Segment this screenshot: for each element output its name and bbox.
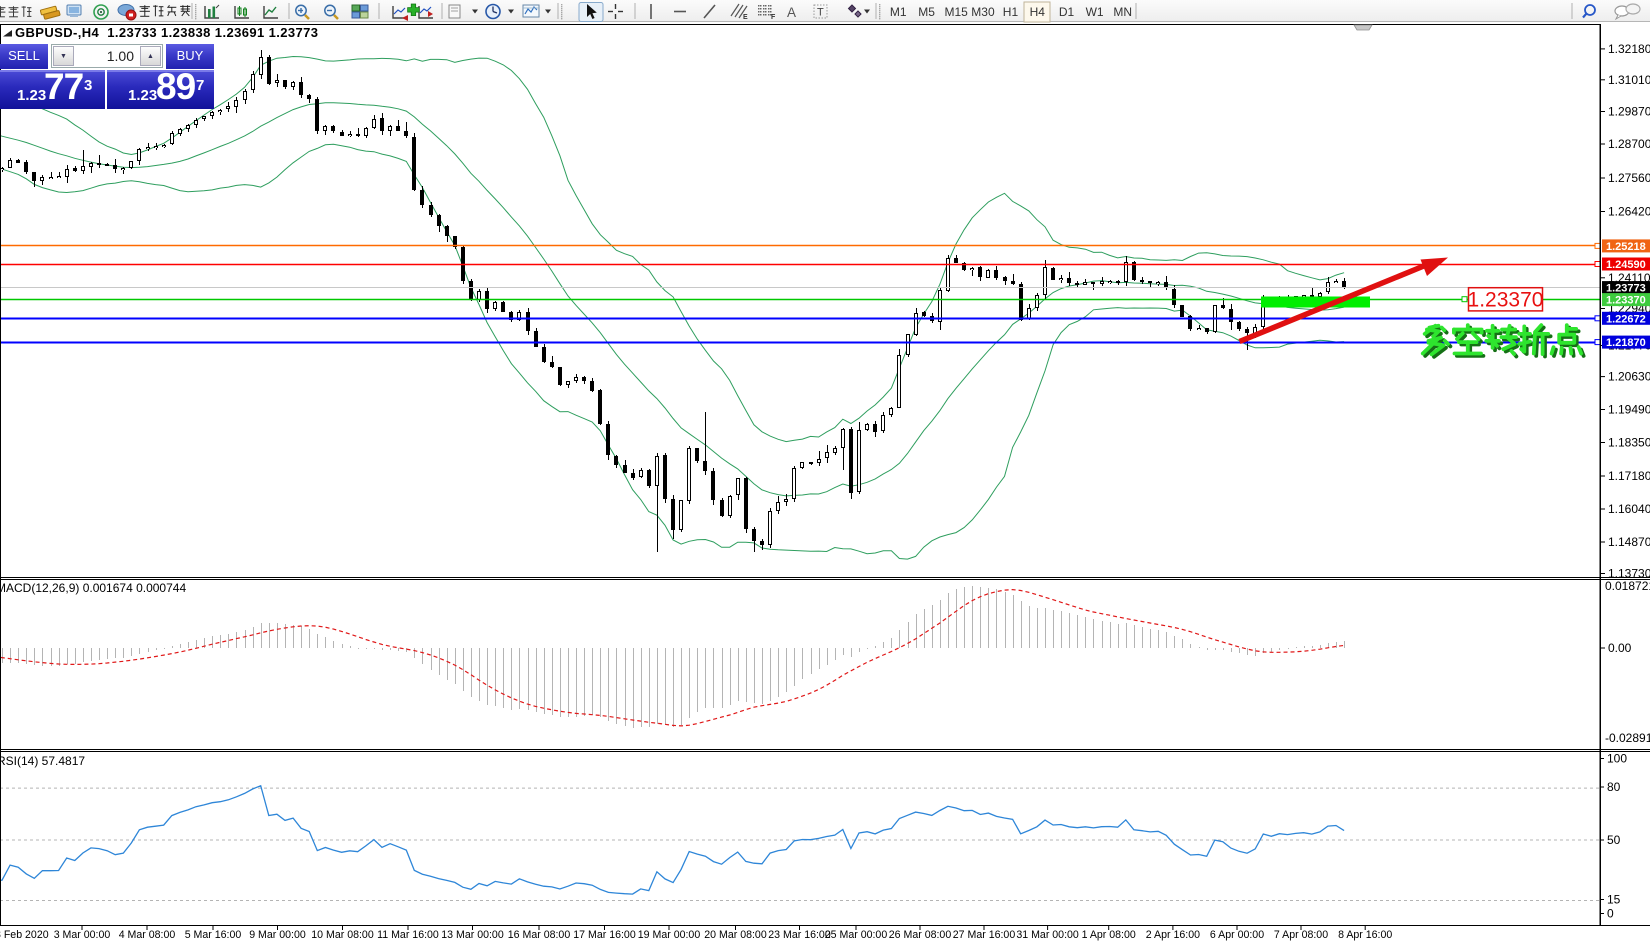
- svg-text:10 Mar 08:00: 10 Mar 08:00: [311, 929, 374, 941]
- svg-text:A: A: [787, 5, 796, 20]
- svg-text:1.19490: 1.19490: [1608, 403, 1650, 417]
- svg-text:1.14870: 1.14870: [1608, 535, 1650, 549]
- svg-text:D1: D1: [1059, 5, 1075, 19]
- svg-text:F: F: [771, 14, 776, 21]
- svg-text:MACD(12,26,9) 0.001674 0.00074: MACD(12,26,9) 0.001674 0.000744: [0, 581, 186, 595]
- svg-text:20 Mar 08:00: 20 Mar 08:00: [704, 929, 767, 941]
- svg-text:16 Mar 08:00: 16 Mar 08:00: [508, 929, 571, 941]
- svg-text:GBPUSD-,H4 1.23733 1.23838 1.: GBPUSD-,H4 1.23733 1.23838 1.23691 1.237…: [15, 25, 318, 40]
- svg-text:4 Mar 08:00: 4 Mar 08:00: [119, 929, 176, 941]
- svg-text:M5: M5: [918, 5, 935, 19]
- svg-text:T: T: [817, 7, 824, 19]
- svg-text:100: 100: [1607, 752, 1627, 766]
- svg-text:MN: MN: [1113, 5, 1132, 19]
- svg-text:8 Feb 2020: 8 Feb 2020: [0, 929, 49, 941]
- svg-text:M1: M1: [890, 5, 907, 19]
- svg-text:1.23370: 1.23370: [1468, 289, 1544, 312]
- svg-text:7 Apr 08:00: 7 Apr 08:00: [1274, 929, 1328, 941]
- svg-text:19 Mar 00:00: 19 Mar 00:00: [638, 929, 701, 941]
- svg-text:1.20630: 1.20630: [1608, 370, 1650, 384]
- svg-text:15: 15: [1607, 893, 1621, 907]
- svg-text:1.26420: 1.26420: [1608, 205, 1650, 219]
- svg-text:1.29870: 1.29870: [1608, 105, 1650, 119]
- svg-text:2 Apr 16:00: 2 Apr 16:00: [1146, 929, 1200, 941]
- svg-text:26 Mar 08:00: 26 Mar 08:00: [889, 929, 952, 941]
- svg-text:6 Apr 00:00: 6 Apr 00:00: [1210, 929, 1264, 941]
- svg-text:5 Mar 16:00: 5 Mar 16:00: [185, 929, 242, 941]
- svg-text:1.21870: 1.21870: [1606, 337, 1646, 349]
- svg-text:1.28700: 1.28700: [1608, 137, 1650, 151]
- svg-text:8 Apr 16:00: 8 Apr 16:00: [1338, 929, 1392, 941]
- svg-text:80: 80: [1607, 780, 1621, 794]
- svg-text:M15: M15: [945, 5, 969, 19]
- svg-text:1.17180: 1.17180: [1608, 469, 1650, 483]
- svg-text:1.23370: 1.23370: [1606, 295, 1646, 307]
- svg-text:M30: M30: [971, 5, 995, 19]
- svg-text:1.32180: 1.32180: [1608, 42, 1650, 56]
- svg-text:17 Mar 16:00: 17 Mar 16:00: [573, 929, 636, 941]
- svg-text:E: E: [743, 14, 748, 21]
- svg-text:1 Apr 08:00: 1 Apr 08:00: [1082, 929, 1136, 941]
- svg-text:0: 0: [1607, 907, 1614, 921]
- svg-text:1.13730: 1.13730: [1608, 567, 1650, 581]
- svg-text:9 Mar 00:00: 9 Mar 00:00: [249, 929, 306, 941]
- svg-text:0.018721: 0.018721: [1605, 579, 1650, 593]
- svg-text:1.22672: 1.22672: [1606, 313, 1646, 325]
- svg-text:13 Mar 00:00: 13 Mar 00:00: [441, 929, 504, 941]
- svg-text:1.27560: 1.27560: [1608, 171, 1650, 185]
- svg-text:1.18350: 1.18350: [1608, 436, 1650, 450]
- svg-text:27 Mar 16:00: 27 Mar 16:00: [953, 929, 1016, 941]
- svg-text:1.24590: 1.24590: [1606, 259, 1646, 271]
- svg-text:1.16040: 1.16040: [1608, 502, 1650, 516]
- svg-text:1.31010: 1.31010: [1608, 73, 1650, 87]
- svg-text:50: 50: [1607, 833, 1621, 847]
- svg-text:W1: W1: [1086, 5, 1104, 19]
- svg-text:0.00: 0.00: [1608, 641, 1632, 655]
- svg-text:H1: H1: [1003, 5, 1019, 19]
- svg-text:-0.028913: -0.028913: [1605, 731, 1650, 745]
- svg-text:11 Mar 16:00: 11 Mar 16:00: [377, 929, 439, 941]
- svg-text:3 Mar 00:00: 3 Mar 00:00: [54, 929, 111, 941]
- svg-text:31 Mar 00:00: 31 Mar 00:00: [1016, 929, 1079, 941]
- svg-text:1.23773: 1.23773: [1606, 283, 1646, 295]
- svg-text:23 Mar 16:00: 23 Mar 16:00: [768, 929, 831, 941]
- svg-text:RSI(14) 57.4817: RSI(14) 57.4817: [0, 754, 85, 768]
- svg-text:1.25218: 1.25218: [1606, 241, 1646, 253]
- svg-text:H4: H4: [1030, 5, 1046, 19]
- svg-text:25 Mar 00:00: 25 Mar 00:00: [825, 929, 888, 941]
